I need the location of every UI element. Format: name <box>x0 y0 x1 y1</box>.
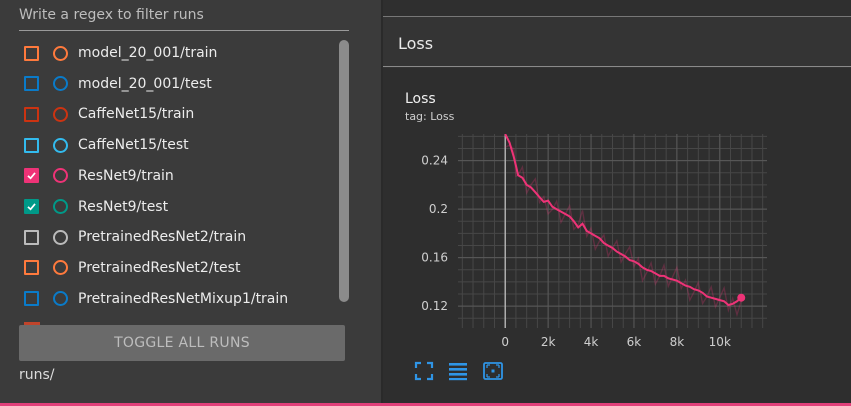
run-checkbox[interactable] <box>24 76 39 92</box>
run-checkbox[interactable] <box>24 137 39 153</box>
run-radio-button[interactable] <box>53 291 68 307</box>
partial-run-row-indicator <box>24 322 40 325</box>
run-label: PretrainedResNetMixup1/train <box>78 290 289 307</box>
run-row[interactable]: model_20_001/train <box>0 38 340 68</box>
run-row[interactable]: PretrainedResNetMixup1/train <box>0 284 340 314</box>
previous-card-edge <box>383 0 851 17</box>
run-row[interactable]: PretrainedResNet2/train <box>0 222 340 252</box>
runs-directory-label: runs/ <box>19 367 55 383</box>
run-checkbox[interactable] <box>24 291 39 307</box>
chart-card: 0 2k 4k 6k 8k 10k 0.12 0.16 0.2 0.24 Loss tag: Lo… <box>383 68 851 406</box>
chart-tag: tag: Loss <box>405 110 455 123</box>
y-tick-label: 0.2 <box>429 202 448 216</box>
y-tick-label: 0.24 <box>421 154 448 168</box>
chart-title: Loss <box>405 91 436 107</box>
run-radio-button[interactable] <box>53 168 68 184</box>
run-checkbox[interactable] <box>24 168 39 184</box>
run-label: PretrainedResNet2/test <box>78 259 241 276</box>
checkmark-icon <box>27 203 36 211</box>
checkmark-icon <box>27 172 36 180</box>
fit-domain-icon[interactable] <box>413 360 435 382</box>
run-list: model_20_001/train model_20_001/test Caffe… <box>0 38 340 320</box>
runs-sidebar: model_20_001/train model_20_001/test Caffe… <box>0 0 381 406</box>
run-list-scrollbar[interactable] <box>339 40 349 302</box>
y-tick-label: 0.16 <box>421 251 448 265</box>
loss-chart[interactable]: 0 2k 4k 6k 8k 10k 0.12 0.16 0.2 0.24 <box>383 68 851 406</box>
run-label: ResNet9/train <box>78 167 174 184</box>
run-label: ResNet9/test <box>78 198 169 215</box>
x-tick-label: 4k <box>584 335 599 349</box>
run-row[interactable]: PretrainedResNet2/test <box>0 253 340 283</box>
run-filter-input[interactable] <box>19 0 349 31</box>
run-radio-button[interactable] <box>53 199 68 214</box>
run-label: model_20_001/train <box>78 45 218 61</box>
run-radio-button[interactable] <box>53 229 68 245</box>
select-region-icon[interactable] <box>482 360 504 382</box>
toggle-all-runs-button[interactable]: TOGGLE ALL RUNS <box>19 325 345 361</box>
sidebar-divider <box>381 0 383 406</box>
bottom-accent-line <box>0 403 851 406</box>
run-radio-button[interactable] <box>53 137 68 153</box>
toggle-y-log-icon[interactable] <box>447 360 469 382</box>
run-row[interactable]: CaffeNet15/test <box>0 130 340 160</box>
run-row[interactable]: CaffeNet15/train <box>0 99 340 129</box>
run-row[interactable]: ResNet9/train <box>0 161 340 191</box>
x-tick-label: 10k <box>709 335 731 349</box>
x-tick-label: 6k <box>627 335 642 349</box>
run-checkbox[interactable] <box>24 260 39 276</box>
run-checkbox[interactable] <box>24 199 39 214</box>
section-title: Loss <box>398 34 434 53</box>
main-content: Loss 0 2k 4k 6k 8k 10k 0.12 0.16 0.2 0.24 Loss ta… <box>383 0 851 406</box>
run-radio-button[interactable] <box>53 45 68 61</box>
run-label: CaffeNet15/train <box>78 106 195 123</box>
run-row[interactable]: model_20_001/test <box>0 69 340 99</box>
y-tick-label: 0.12 <box>421 299 448 313</box>
run-row[interactable]: ResNet9/test <box>0 192 340 222</box>
run-checkbox[interactable] <box>24 45 39 61</box>
x-tick-label: 0 <box>501 335 509 349</box>
x-tick-label: 2k <box>541 335 556 349</box>
run-label: model_20_001/test <box>78 75 212 92</box>
run-label: PretrainedResNet2/train <box>78 229 247 246</box>
section-header[interactable]: Loss <box>383 20 851 67</box>
x-tick-label: 8k <box>670 335 685 349</box>
series-end-point <box>737 293 746 302</box>
run-radio-button[interactable] <box>53 260 68 276</box>
run-checkbox[interactable] <box>24 106 39 122</box>
run-radio-button[interactable] <box>53 76 68 92</box>
run-label: CaffeNet15/test <box>78 137 189 154</box>
run-checkbox[interactable] <box>24 229 39 245</box>
series-line <box>504 134 742 307</box>
series-raw-line <box>504 144 742 318</box>
run-radio-button[interactable] <box>53 106 68 122</box>
